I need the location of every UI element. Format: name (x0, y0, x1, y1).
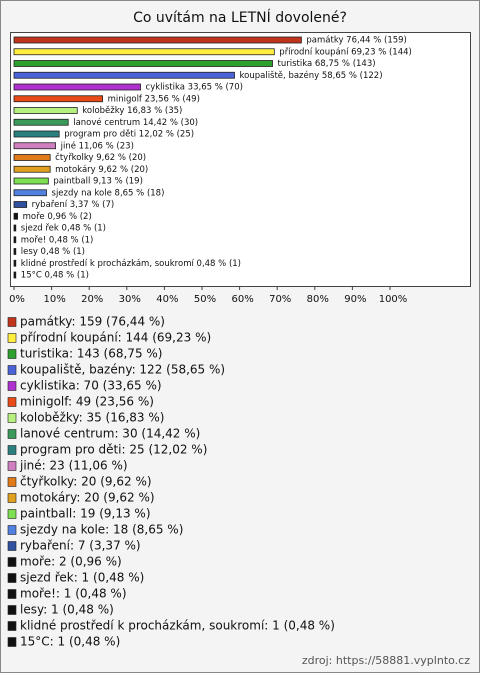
x-tick-label: 70% (269, 294, 291, 305)
data-label: čtyřkolky 9,62 % (20) (55, 152, 146, 163)
legend-swatch (7, 461, 17, 471)
legend-entry: minigolf: 49 (23,56 %) (20, 395, 154, 409)
legend-entry: lesy: 1 (0,48 %) (20, 603, 114, 617)
legend-entry: moře!: 1 (0,48 %) (20, 587, 127, 601)
legend-entry: památky: 159 (76,44 %) (20, 315, 165, 329)
data-label: sjezd řek 0,48 % (1) (21, 224, 106, 234)
bar (13, 201, 28, 208)
legend-swatch (7, 445, 17, 455)
legend-entry: koupaliště, bazény: 122 (58,65 %) (20, 363, 225, 377)
bar (13, 118, 69, 126)
bar (13, 142, 56, 150)
legend-swatch (7, 525, 17, 535)
legend-entry: sjezd řek: 1 (0,48 %) (20, 571, 144, 585)
legend-swatch (7, 381, 17, 391)
data-label: turistika 68,75 % (143) (278, 59, 376, 69)
legend-swatch (7, 397, 17, 407)
legend-entry: cyklistika: 70 (33,65 %) (20, 379, 162, 393)
x-tick-label: 0% (9, 294, 25, 305)
legend-swatch (7, 605, 17, 615)
legend-entry: lanové centrum: 30 (14,42 %) (20, 427, 200, 441)
legend-swatch (7, 477, 17, 487)
legend-entry: rybaření: 7 (3,37 %) (20, 539, 141, 553)
bar (13, 271, 17, 279)
legend-swatch (7, 365, 17, 375)
x-tick-label: 50% (194, 294, 216, 305)
legend-entry: jiné: 23 (11,06 %) (19, 459, 128, 473)
data-label: minigolf 23,56 % (49) (108, 94, 200, 104)
legend-swatch (7, 413, 17, 423)
data-label: klidné prostředí k procházkám, soukromí … (21, 258, 241, 269)
bar (13, 259, 17, 267)
x-tick-label: 10% (43, 294, 65, 305)
bar (13, 60, 273, 67)
legend-entry: program pro děti: 25 (12,02 %) (20, 443, 207, 457)
bar (13, 71, 235, 79)
data-label: moře 0,96 % (2) (23, 212, 92, 222)
bar (13, 189, 47, 197)
legend-entry: přírodní koupání: 144 (69,23 %) (20, 331, 211, 345)
bar (13, 236, 17, 244)
legend-entry: čtyřkolky: 20 (9,62 %) (20, 475, 152, 489)
bar (13, 177, 49, 185)
bar (13, 165, 51, 173)
data-label: 15°C 0,48 % (1) (21, 271, 89, 281)
bar (13, 107, 78, 114)
legend-entry: 15°C: 1 (0,48 %) (20, 635, 120, 649)
data-label: jiné 11,06 % (23) (60, 140, 134, 151)
legend-entry: turistika: 143 (68,75 %) (20, 347, 162, 361)
legend-swatch (7, 573, 17, 583)
bar (13, 248, 17, 255)
legend-swatch (7, 429, 17, 439)
legend-entry: sjezdy na kole: 18 (8,65 %) (20, 523, 183, 537)
data-label: motokáry 9,62 % (20) (55, 165, 148, 175)
x-tick-label: 90% (344, 294, 366, 305)
legend-swatch (7, 621, 17, 631)
x-tick-label: 60% (231, 294, 253, 305)
x-tick-label: 40% (156, 294, 178, 305)
data-label: cyklistika 33,65 % (70) (146, 83, 243, 93)
bar (13, 130, 60, 138)
legend-swatch (7, 637, 17, 647)
bar (13, 48, 275, 56)
data-label: rybaření 3,37 % (7) (32, 200, 115, 210)
legend-swatch (7, 541, 17, 551)
legend-swatch (7, 589, 17, 599)
x-tick-label: 80% (307, 294, 329, 305)
data-label: program pro děti 12,02 % (25) (64, 130, 194, 140)
legend-swatch (7, 349, 17, 359)
x-tick-label: 100% (379, 294, 408, 305)
legend-entry: motokáry: 20 (9,62 %) (20, 491, 155, 505)
x-tick-label: 20% (81, 294, 103, 305)
chart-title: Co uvítám na LETNÍ dovolené? (133, 9, 347, 26)
bar (13, 212, 19, 220)
data-label: památky 76,44 % (159) (306, 36, 406, 46)
bar (13, 95, 103, 103)
legend-swatch (7, 317, 17, 327)
legend-entry: koloběžky: 35 (16,83 %) (20, 411, 164, 425)
data-label: lanové centrum 14,42 % (30) (73, 117, 198, 128)
legend-swatch (7, 557, 17, 567)
data-label: přírodní koupání 69,23 % (144) (279, 47, 412, 57)
legend-swatch (7, 509, 17, 519)
legend-entry: moře: 2 (0,96 %) (20, 555, 122, 569)
data-label: moře! 0,48 % (1) (21, 235, 94, 245)
x-tick-label: 30% (119, 294, 141, 305)
data-label: koupaliště, bazény 58,65 % (122) (240, 70, 383, 81)
legend-entry: klidné prostředí k procházkám, soukromí:… (20, 619, 335, 633)
legend-swatch (7, 493, 17, 503)
bar (13, 154, 51, 161)
data-label: paintball 9,13 % (19) (53, 177, 143, 187)
legend-swatch (7, 333, 17, 343)
bar (13, 83, 141, 91)
legend-entry: paintball: 19 (9,13 %) (20, 507, 151, 521)
data-label: lesy 0,48 % (1) (21, 247, 85, 257)
bar (13, 36, 302, 44)
data-label: koloběžky 16,83 % (35) (82, 106, 182, 116)
bar (13, 224, 17, 232)
source: zdroj: https://58881.vyplnto.cz (302, 654, 470, 667)
data-label: sjezdy na kole 8,65 % (18) (52, 188, 165, 198)
